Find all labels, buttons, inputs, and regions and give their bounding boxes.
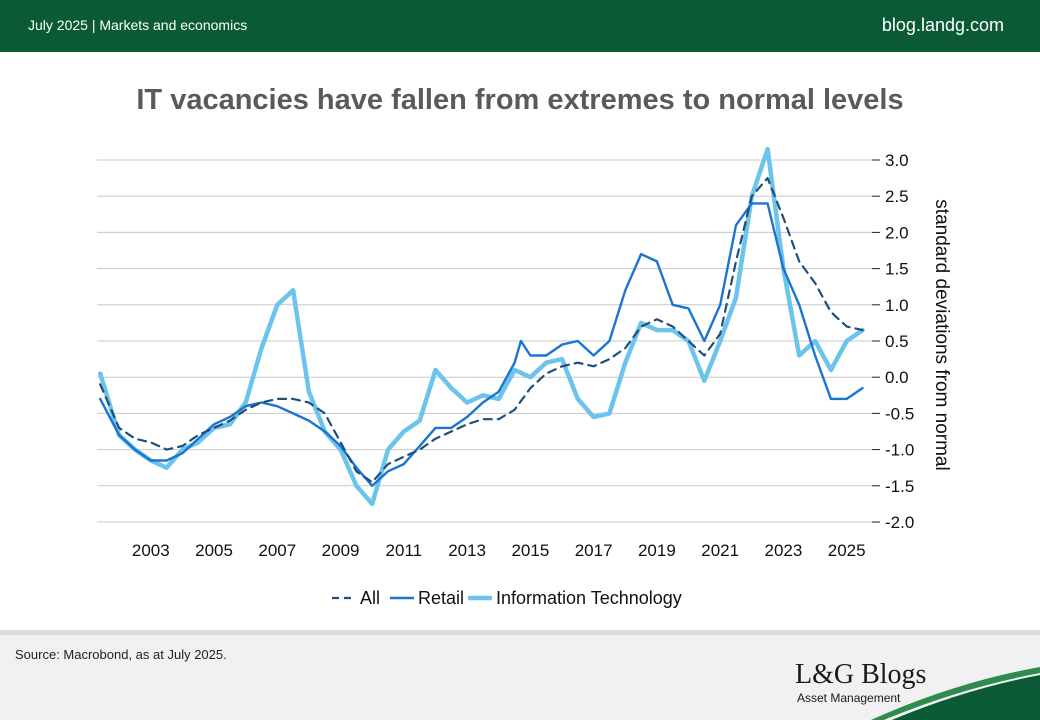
footer: Source: Macrobond, as at July 2025. L&G … bbox=[0, 630, 1040, 720]
x-tick-label: 2003 bbox=[132, 541, 170, 560]
series-line-retail bbox=[99, 202, 864, 487]
y-tick-label: 2.5 bbox=[885, 187, 909, 206]
logo-subtitle: Asset Management bbox=[797, 691, 901, 705]
line-chart: 3.0 2.5 2.0 1.5 1.0 0.5 0.0 -0.5 -1.0 -1.5 -2.0 200… bbox=[97, 146, 952, 608]
x-tick-label: 2005 bbox=[195, 541, 233, 560]
x-tick-label: 2011 bbox=[386, 541, 423, 560]
source-note: Source: Macrobond, as at July 2025. bbox=[15, 647, 227, 662]
chart-legend: All Retail Information Technology bbox=[332, 588, 682, 608]
y-tick-label: -0.5 bbox=[885, 404, 914, 423]
series-line-information-technology bbox=[97, 146, 865, 507]
header-bar: July 2025 | Markets and economics blog.l… bbox=[0, 0, 1040, 52]
y-tick-label: 0.5 bbox=[885, 332, 909, 351]
x-tick-label: 2009 bbox=[322, 541, 360, 560]
axis-layer: 3.0 2.5 2.0 1.5 1.0 0.5 0.0 -0.5 -1.0 -1.5 -2.0 200… bbox=[132, 151, 914, 560]
x-tick-label: 2023 bbox=[765, 541, 803, 560]
header-site-link[interactable]: blog.landg.com bbox=[881, 15, 1004, 35]
y-tick-label: 1.5 bbox=[885, 260, 909, 279]
chart-title: IT vacancies have fallen from extremes t… bbox=[136, 84, 904, 116]
header-date-category: July 2025 | Markets and economics bbox=[28, 17, 248, 33]
y-tick-label: 1.0 bbox=[885, 296, 909, 315]
x-tick-label: 2025 bbox=[828, 541, 866, 560]
legend-label: All bbox=[360, 588, 380, 608]
lg-blogs-logo: L&G Blogs bbox=[795, 659, 927, 690]
x-tick-label: 2021 bbox=[701, 541, 739, 560]
y-axis-label: standard deviations from normal bbox=[931, 199, 952, 470]
x-tick-label: 2015 bbox=[511, 541, 549, 560]
y-tick-label: -2.0 bbox=[885, 513, 914, 532]
x-tick-label: 2017 bbox=[575, 541, 613, 560]
x-tick-label: 2019 bbox=[638, 541, 676, 560]
series-line-all bbox=[99, 177, 864, 484]
brand-swoosh-graphic bbox=[870, 667, 1040, 720]
y-tick-label: 3.0 bbox=[885, 151, 909, 170]
x-tick-label: 2007 bbox=[258, 541, 296, 560]
legend-label: Retail bbox=[418, 588, 464, 608]
y-tick-label: 0.0 bbox=[885, 368, 909, 387]
legend-label: Information Technology bbox=[496, 588, 682, 608]
grid-layer bbox=[97, 159, 872, 523]
y-tick-label: -1.5 bbox=[885, 477, 914, 496]
series-layer bbox=[97, 146, 865, 507]
x-tick-label: 2013 bbox=[448, 541, 486, 560]
y-tick-label: 2.0 bbox=[885, 223, 909, 242]
y-tick-label: -1.0 bbox=[885, 441, 914, 460]
